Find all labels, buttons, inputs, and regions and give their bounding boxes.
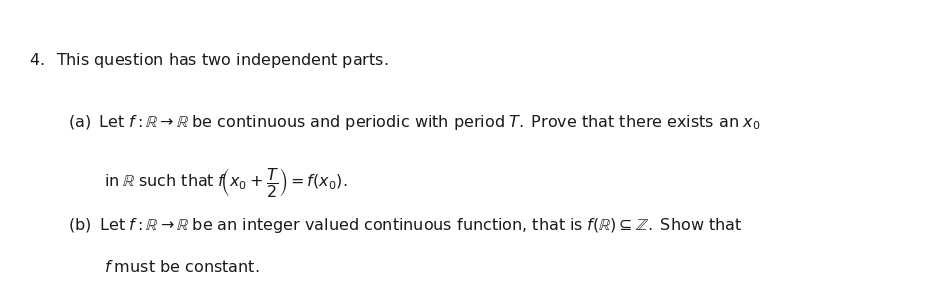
Text: $4.\;\; \text{This question has two independent parts.}$: $4.\;\; \text{This question has two inde…: [29, 51, 388, 70]
Text: $\text{(a)}\;\; \text{Let}\; f: \mathbb{R} \to \mathbb{R}\; \text{be continuous : $\text{(a)}\;\; \text{Let}\; f: \mathbb{…: [68, 113, 759, 132]
Text: $f\; \text{must be constant.}$: $f\; \text{must be constant.}$: [104, 259, 259, 275]
Text: $\text{(b)}\;\; \text{Let}\; f: \mathbb{R} \to \mathbb{R}\; \text{be an integer : $\text{(b)}\;\; \text{Let}\; f: \mathbb{…: [68, 216, 741, 235]
Text: $\text{in}\; \mathbb{R}\; \text{such that}\; f\!\left( x_0 + \dfrac{T}{2} \right: $\text{in}\; \mathbb{R}\; \text{such tha…: [104, 166, 347, 199]
